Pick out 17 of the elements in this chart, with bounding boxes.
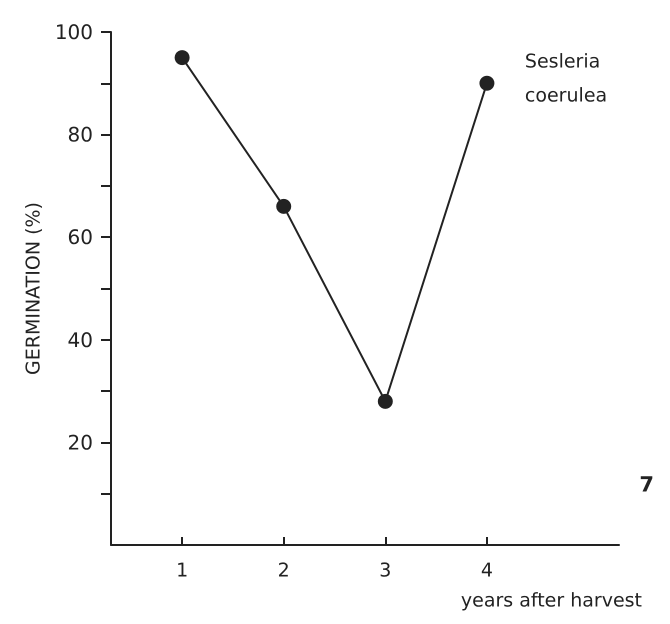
y-axis-title: GERMINATION (%): [22, 202, 44, 375]
point: [479, 76, 494, 91]
y-tick-label: 60: [68, 225, 93, 250]
x-tick-label: 2: [278, 560, 290, 582]
y-tick-label: 40: [68, 328, 93, 352]
x-tick-label: 3: [379, 560, 392, 582]
y-tick-label: 80: [68, 122, 93, 147]
point: [378, 394, 393, 409]
series-label: Sesleria coerulea: [524, 50, 608, 106]
x-tick-label: 1: [176, 560, 188, 582]
y-tick-label: 20: [68, 430, 93, 454]
text: 7: [639, 472, 654, 496]
point: [174, 50, 190, 66]
x-tick-label: 4: [480, 560, 493, 582]
x-axis-title: years after harvest: [460, 590, 642, 612]
point: [276, 198, 292, 214]
y-tick-label: 100: [54, 20, 93, 44]
